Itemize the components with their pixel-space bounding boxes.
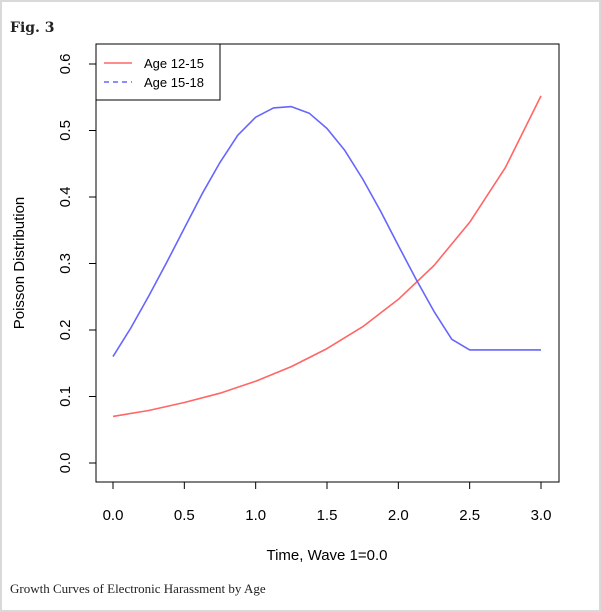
y-axis-label: Poisson Distribution — [11, 197, 28, 330]
x-tick-label: 1.5 — [317, 507, 338, 524]
x-tick-label: 2.5 — [459, 507, 480, 524]
x-tick-label: 2.0 — [388, 507, 409, 524]
x-tick-label: 3.0 — [531, 507, 552, 524]
series-line-age-15-18 — [112, 105, 541, 358]
plot-box — [95, 43, 560, 483]
series-lines — [112, 95, 542, 418]
y-tick-label: 0.6 — [57, 54, 74, 75]
x-tick-label: 0.5 — [174, 507, 195, 524]
legend: Age 12-15 Age 15-18 — [95, 43, 221, 101]
y-tick-label: 0.5 — [57, 120, 74, 141]
legend-box — [95, 43, 221, 101]
y-tick-label: 0.0 — [57, 453, 74, 474]
y-tick-label: 0.1 — [57, 386, 74, 407]
legend-label-age-15-18: Age 15-18 — [144, 75, 204, 90]
y-tick-label: 0.3 — [57, 253, 74, 274]
x-tick-label: 0.0 — [103, 507, 124, 524]
legend-label-age-12-15: Age 12-15 — [144, 56, 204, 71]
figure-label: Fig. 3 — [10, 20, 55, 36]
series-line-age-12-15 — [112, 95, 542, 418]
x-axis-label: Time, Wave 1=0.0 — [266, 547, 387, 564]
x-tick-label: 1.0 — [245, 507, 266, 524]
y-tick-label: 0.4 — [57, 187, 74, 208]
figure-caption: Growth Curves of Electronic Harassment b… — [10, 581, 266, 596]
axes: 0.0 0.5 1.0 1.5 2.0 2.5 3.0 0.0 0.1 0.2 0.3 0.4 0.5 0… — [57, 54, 551, 524]
y-tick-label: 0.2 — [57, 320, 74, 341]
